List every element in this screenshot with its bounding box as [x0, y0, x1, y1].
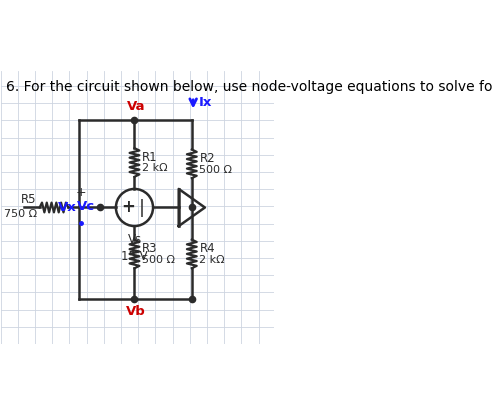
Text: Vx: Vx [58, 201, 77, 214]
Text: 750 Ω: 750 Ω [4, 209, 37, 219]
Text: Vc: Vc [77, 200, 95, 212]
Text: |: | [138, 198, 144, 217]
Text: R2: R2 [199, 152, 215, 166]
Text: Va: Va [126, 100, 145, 113]
Text: 500 Ω: 500 Ω [142, 255, 175, 265]
Text: R1: R1 [142, 151, 158, 164]
Text: 2 kΩ: 2 kΩ [199, 255, 225, 265]
Text: Ix: Ix [199, 95, 213, 109]
Text: +: + [76, 186, 87, 199]
Text: R5: R5 [21, 193, 37, 206]
Text: Vb: Vb [126, 305, 146, 318]
Text: R4: R4 [199, 242, 215, 256]
Text: 500 Ω: 500 Ω [199, 165, 232, 175]
Text: +: + [122, 198, 135, 216]
Text: R3: R3 [142, 242, 157, 256]
Text: Vs
15 V: Vs 15 V [121, 233, 148, 263]
Text: 2 kΩ: 2 kΩ [142, 164, 168, 173]
Text: 6. For the circuit shown below, use node-voltage equations to solve for Vx and I: 6. For the circuit shown below, use node… [6, 80, 492, 94]
